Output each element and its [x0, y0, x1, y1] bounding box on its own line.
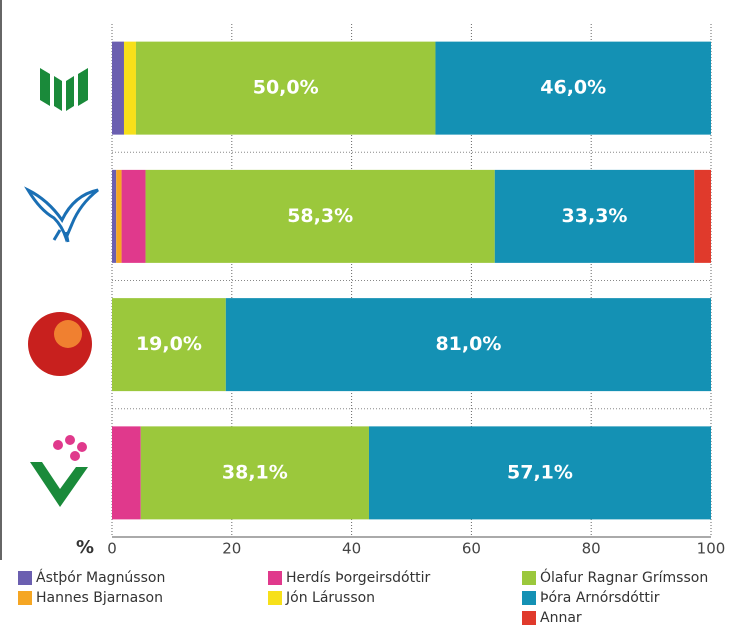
x-tick-label: 100	[697, 540, 726, 558]
legend-swatch	[18, 591, 32, 605]
legend-swatch	[522, 571, 536, 585]
bar-segment	[225, 298, 711, 392]
x-tick-label: 20	[222, 540, 241, 558]
value-label: 19,0%	[136, 333, 202, 355]
logo	[24, 186, 99, 243]
x-tick-label: 0	[107, 540, 117, 558]
bar-segment	[135, 41, 436, 135]
bar-segment	[435, 41, 711, 135]
logo	[28, 312, 92, 376]
legend-label: Ástþór Magnússon	[36, 569, 165, 586]
legend-swatch	[268, 571, 282, 585]
bar-segment	[121, 169, 146, 263]
legend-label: Jón Lárusson	[285, 590, 375, 606]
bar-segment	[368, 426, 711, 520]
bar-segment	[494, 169, 695, 263]
bar-segment	[123, 41, 136, 135]
value-label: 50,0%	[253, 77, 319, 99]
legend-label: Þóra Arnórsdóttir	[540, 590, 660, 606]
bar-segment	[112, 298, 226, 392]
bar-segment	[112, 41, 124, 135]
x-tick-label: 60	[462, 540, 481, 558]
legend-label: Annar	[540, 610, 582, 626]
value-label: 38,1%	[222, 461, 288, 483]
value-label: 81,0%	[435, 333, 501, 355]
logo	[30, 435, 88, 507]
value-label: 46,0%	[540, 77, 606, 99]
legend-swatch	[522, 591, 536, 605]
bar-segment	[116, 169, 122, 263]
legend-swatch	[18, 571, 32, 585]
value-label: 58,3%	[287, 205, 353, 227]
bar-segment	[145, 169, 495, 263]
value-label: 33,3%	[562, 205, 628, 227]
x-tick-label: 40	[342, 540, 361, 558]
legend-swatch	[268, 591, 282, 605]
x-axis-label: %	[76, 537, 94, 558]
bar-segment	[140, 426, 369, 520]
logo	[40, 68, 88, 111]
bar-segment	[112, 169, 117, 263]
value-label: 57,1%	[507, 461, 573, 483]
bar-segment	[112, 426, 141, 520]
legend-label: Hannes Bjarnason	[36, 590, 163, 606]
x-tick-label: 80	[582, 540, 601, 558]
legend-label: Ólafur Ragnar Grímsson	[540, 568, 708, 586]
bar-segment	[694, 169, 711, 263]
legend-swatch	[522, 611, 536, 625]
legend-label: Herdís Þorgeirsdóttir	[286, 570, 430, 586]
